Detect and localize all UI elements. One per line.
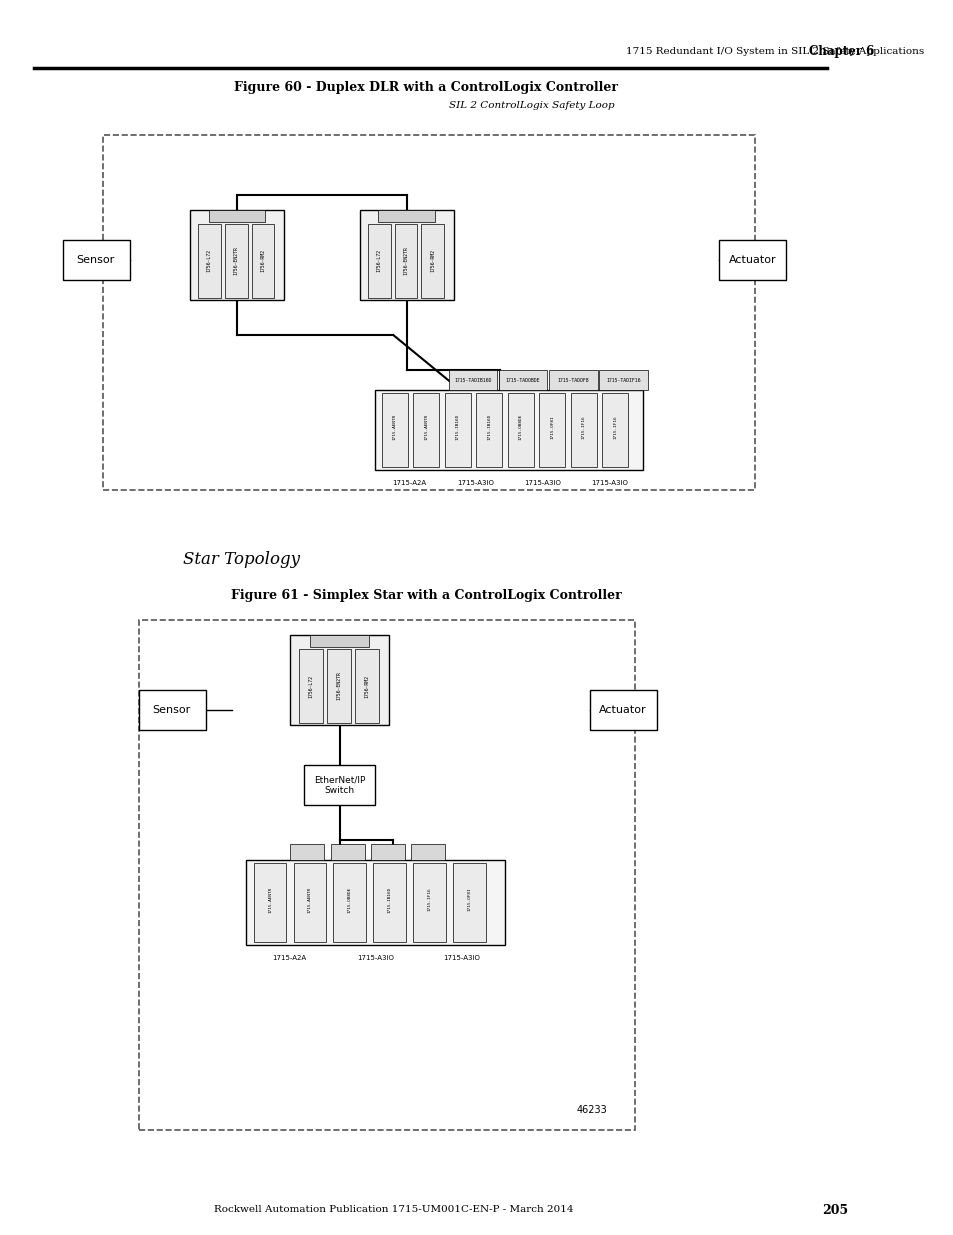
FancyBboxPatch shape [225, 224, 247, 298]
FancyBboxPatch shape [719, 240, 785, 280]
FancyBboxPatch shape [252, 224, 274, 298]
Text: 1715-IF16: 1715-IF16 [613, 415, 617, 438]
Text: 1715-OF8I: 1715-OF8I [467, 888, 471, 911]
FancyBboxPatch shape [294, 863, 326, 942]
FancyBboxPatch shape [381, 393, 407, 467]
Text: 1715-OF8I: 1715-OF8I [550, 415, 554, 438]
Text: Figure 60 - Duplex DLR with a ControlLogix Controller: Figure 60 - Duplex DLR with a ControlLog… [234, 82, 618, 95]
FancyBboxPatch shape [570, 393, 597, 467]
FancyBboxPatch shape [246, 860, 504, 945]
Text: 1756-EN2TR: 1756-EN2TR [403, 247, 408, 275]
FancyBboxPatch shape [209, 210, 265, 222]
Text: 1756-EN2TR: 1756-EN2TR [233, 247, 238, 275]
FancyBboxPatch shape [298, 650, 322, 722]
FancyBboxPatch shape [310, 635, 369, 647]
FancyBboxPatch shape [549, 370, 597, 390]
FancyBboxPatch shape [476, 393, 501, 467]
FancyBboxPatch shape [290, 844, 324, 860]
FancyBboxPatch shape [367, 224, 390, 298]
Text: 1715-IF16: 1715-IF16 [427, 888, 431, 911]
FancyBboxPatch shape [327, 650, 351, 722]
FancyBboxPatch shape [589, 690, 657, 730]
FancyBboxPatch shape [507, 393, 533, 467]
FancyBboxPatch shape [378, 210, 435, 222]
Text: 1715-A3IO: 1715-A3IO [356, 955, 394, 961]
Text: 1756-L72: 1756-L72 [207, 249, 212, 273]
FancyBboxPatch shape [290, 635, 389, 725]
Text: 1715-OB8DE: 1715-OB8DE [518, 414, 522, 440]
FancyBboxPatch shape [371, 844, 404, 860]
Text: Star Topology: Star Topology [183, 552, 299, 568]
FancyBboxPatch shape [198, 224, 220, 298]
Text: Actuator: Actuator [728, 254, 776, 266]
FancyBboxPatch shape [304, 764, 375, 805]
Text: 1715-TADOF8: 1715-TADOF8 [558, 378, 589, 383]
Text: 1756-L72: 1756-L72 [376, 249, 381, 273]
Text: 46233: 46233 [576, 1105, 606, 1115]
Text: 1715-A2A: 1715-A2A [392, 480, 425, 487]
FancyBboxPatch shape [602, 393, 628, 467]
FancyBboxPatch shape [373, 863, 406, 942]
Text: 1715-IF16: 1715-IF16 [581, 415, 585, 438]
Text: 205: 205 [821, 1203, 847, 1216]
Text: 1715-A3IO: 1715-A3IO [457, 480, 494, 487]
Text: 1715-AENTR: 1715-AENTR [424, 414, 428, 440]
FancyBboxPatch shape [334, 863, 366, 942]
FancyBboxPatch shape [375, 390, 642, 471]
FancyBboxPatch shape [359, 210, 453, 300]
Text: Sensor: Sensor [76, 254, 114, 266]
Text: 1715-OB8DE: 1715-OB8DE [348, 887, 352, 913]
FancyBboxPatch shape [355, 650, 378, 722]
Text: 1756-EN2TR: 1756-EN2TR [335, 672, 341, 700]
Text: 1715-AENTR: 1715-AENTR [393, 414, 396, 440]
FancyBboxPatch shape [253, 863, 286, 942]
FancyBboxPatch shape [331, 844, 364, 860]
FancyBboxPatch shape [411, 844, 445, 860]
FancyBboxPatch shape [453, 863, 485, 942]
Text: Actuator: Actuator [598, 705, 646, 715]
FancyBboxPatch shape [190, 210, 283, 300]
FancyBboxPatch shape [138, 690, 205, 730]
Text: 1756-RM2: 1756-RM2 [260, 249, 265, 273]
FancyBboxPatch shape [421, 224, 444, 298]
FancyBboxPatch shape [498, 370, 547, 390]
Text: SIL 2 ControlLogix Safety Loop: SIL 2 ControlLogix Safety Loop [449, 101, 614, 110]
Text: 1715-IB16D: 1715-IB16D [387, 887, 392, 913]
Text: 1715-TADIB16D: 1715-TADIB16D [454, 378, 491, 383]
Text: 1715-A3IO: 1715-A3IO [443, 955, 479, 961]
FancyBboxPatch shape [444, 393, 470, 467]
Text: 1715-A3IO: 1715-A3IO [524, 480, 560, 487]
Text: 1715 Redundant I/O System in SIL 2 Safety Applications: 1715 Redundant I/O System in SIL 2 Safet… [625, 47, 923, 57]
FancyBboxPatch shape [395, 224, 416, 298]
Text: Sensor: Sensor [152, 705, 191, 715]
Text: 1756-RM2: 1756-RM2 [430, 249, 435, 273]
Text: Figure 61 - Simplex Star with a ControlLogix Controller: Figure 61 - Simplex Star with a ControlL… [231, 589, 621, 601]
Text: 1715-A2A: 1715-A2A [272, 955, 306, 961]
Text: 1715-AENTR: 1715-AENTR [268, 887, 272, 913]
FancyBboxPatch shape [448, 370, 497, 390]
Text: 1756-RM2: 1756-RM2 [364, 674, 369, 698]
Text: 1715-IB16D: 1715-IB16D [487, 414, 491, 440]
Text: 1715-IB16D: 1715-IB16D [456, 414, 459, 440]
FancyBboxPatch shape [538, 393, 565, 467]
FancyBboxPatch shape [63, 240, 130, 280]
FancyBboxPatch shape [598, 370, 647, 390]
Text: 1756-L72: 1756-L72 [308, 674, 313, 698]
Text: EtherNet/IP
Switch: EtherNet/IP Switch [314, 776, 365, 794]
Text: Chapter 6: Chapter 6 [808, 46, 873, 58]
Text: 1715-AENTR: 1715-AENTR [308, 887, 312, 913]
Text: 1715-A3IO: 1715-A3IO [591, 480, 628, 487]
FancyBboxPatch shape [413, 863, 445, 942]
Text: 1715-TADIF16: 1715-TADIF16 [606, 378, 640, 383]
FancyBboxPatch shape [413, 393, 438, 467]
Text: 1715-TADOBDE: 1715-TADOBDE [505, 378, 539, 383]
Text: Rockwell Automation Publication 1715-UM001C-EN-P - March 2014: Rockwell Automation Publication 1715-UM0… [214, 1205, 574, 1214]
